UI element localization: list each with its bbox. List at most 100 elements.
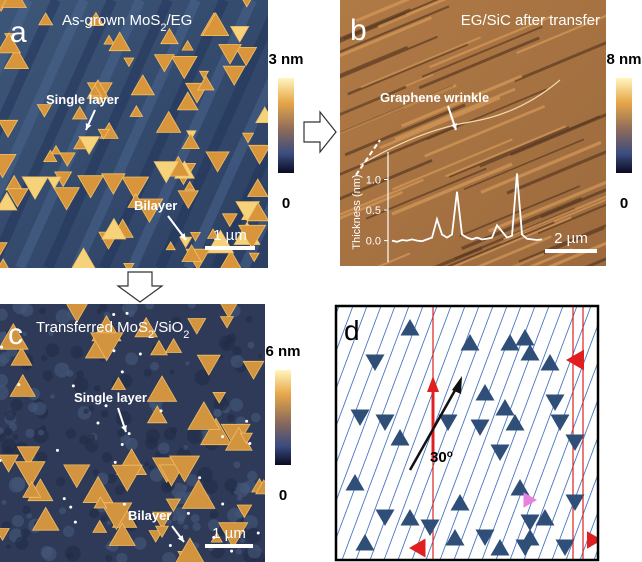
speck [85,438,99,452]
speck [183,524,188,529]
speck [169,370,174,375]
scale-bar [205,246,255,250]
speck [66,428,76,438]
speck [191,514,200,523]
speck [107,521,111,525]
speck [13,434,18,439]
inset-tick-label: 0.5 [366,205,381,217]
colorbar-min: 0 [279,487,287,504]
particle [74,521,77,524]
panel-letter: a [10,16,27,49]
speck [71,346,84,359]
lattice-line [608,306,642,560]
speck [158,443,170,455]
speck [222,340,230,348]
speck [105,555,112,562]
annotation: Single layer [74,390,147,405]
particle [198,476,201,479]
particle [121,370,124,373]
speck [128,310,135,317]
speck [144,369,152,377]
speck [66,370,73,377]
speck [248,342,255,349]
particle [139,353,142,356]
speck [230,398,244,412]
annotation: Bilayer [134,198,177,213]
particle [17,383,20,386]
speck [117,429,125,437]
speck [258,354,262,358]
speck [101,515,107,521]
speck [183,445,188,450]
colorbar-max: 8 nm [606,51,641,68]
speck [41,546,53,558]
panel-b [283,0,642,304]
title-part: /EG [167,12,193,29]
speck [63,526,74,537]
speck [231,355,244,368]
speck [22,332,26,336]
inset-tick-label: 0.0 [366,236,381,248]
speck [41,355,47,361]
arrow-down [118,272,162,302]
speck [234,490,238,494]
scale-bar-label: 1 µm [212,525,246,542]
particle [112,349,115,352]
title-part: As-grown MoS [62,12,160,29]
speck [247,471,258,482]
speck [176,511,180,515]
lattice-line [622,306,642,560]
colorbar [275,370,291,465]
speck [134,537,147,550]
speck [235,548,242,555]
speck [39,307,46,314]
figure: 3 nm 0 8 nm 0 6 nm 0 1.00.50.0Thickness … [0,0,642,562]
speck [185,361,189,365]
scale-bar [545,249,597,253]
speck [246,316,253,323]
particle [56,449,59,452]
speck [20,528,30,538]
speck [50,394,55,399]
speck [232,346,242,356]
lattice-line [636,306,642,560]
speck [171,427,178,434]
speck [183,485,188,490]
speck [188,300,196,308]
particle [160,409,163,412]
speck [28,402,38,412]
particle [245,420,248,423]
panel-letter: c [8,318,23,351]
speck [9,477,25,493]
speck [4,427,12,435]
particle [114,461,117,464]
speck [150,362,159,371]
speck [11,399,23,411]
panel-letter: d [344,315,360,346]
speck [178,514,186,522]
speck [83,408,88,413]
speck [102,452,112,462]
speck [6,544,11,549]
colorbar-min: 0 [620,195,628,212]
speck [97,309,102,314]
speck [172,517,177,522]
inset-tick-label: 1.0 [366,175,381,187]
speck [56,477,65,486]
speck [22,506,31,515]
panel-title: EG/SiC after transfer [461,12,600,29]
speck [89,508,99,518]
particle [123,503,126,506]
flake [2,0,27,8]
particle [230,550,233,553]
speck [210,510,219,519]
speck [67,552,74,559]
particle [63,497,66,500]
speck [88,405,94,411]
speck [251,413,261,423]
particle [187,512,190,515]
speck [5,410,16,421]
speck [46,343,60,357]
speck [101,410,109,418]
particle [221,503,224,506]
